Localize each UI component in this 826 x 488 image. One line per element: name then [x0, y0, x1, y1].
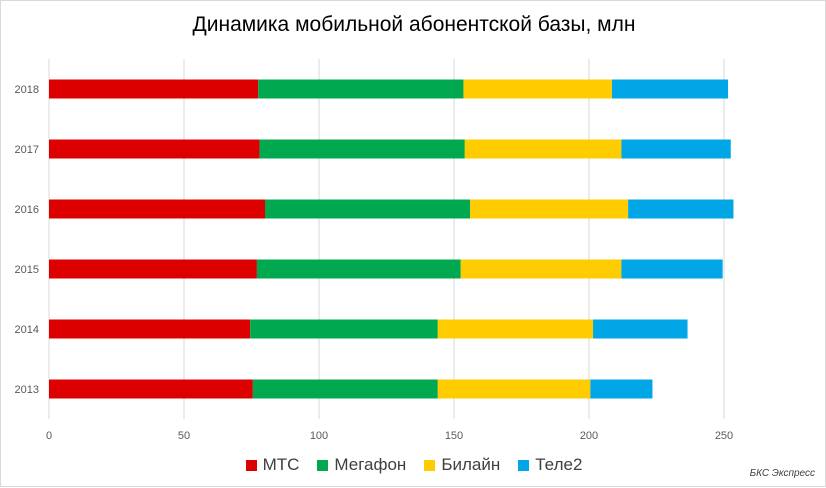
bar-segment [463, 79, 612, 99]
bar-segment [470, 199, 629, 219]
bar-segment [611, 79, 729, 99]
bar-segment [49, 139, 260, 159]
chart-title: Динамика мобильной абонентской базы, млн [192, 13, 636, 36]
bar-segment [590, 379, 653, 399]
bar-segment [49, 199, 265, 219]
legend-swatch [245, 459, 257, 471]
bar-segment [250, 319, 438, 339]
x-tick-label: 0 [46, 430, 52, 442]
bar-segment [437, 319, 594, 339]
bar-segment [49, 259, 257, 279]
legend-label: Мегафон [334, 455, 407, 474]
bar-segment [49, 379, 253, 399]
x-tick-label: 250 [715, 430, 733, 442]
x-tick-label: 50 [178, 430, 190, 442]
bar-segment [259, 139, 465, 159]
chart-legend: МТС Мегафон Билайн Теле2 [1, 455, 826, 475]
legend-label: Теле2 [535, 455, 583, 474]
bar-segment [265, 199, 471, 219]
bar-segment [621, 139, 731, 159]
legend-item: МТС [245, 455, 300, 475]
x-tick-label: 100 [310, 430, 328, 442]
y-tick-label: 2018 [15, 84, 39, 96]
legend-swatch [518, 459, 530, 471]
bar-segment [621, 259, 723, 279]
x-tick-label: 200 [580, 430, 598, 442]
y-tick-label: 2014 [15, 324, 39, 336]
legend-item: Теле2 [518, 455, 582, 475]
bar-segment [258, 79, 464, 99]
y-tick-label: 2017 [15, 144, 39, 156]
legend-item: Билайн [424, 455, 500, 475]
legend-label: Билайн [441, 455, 501, 474]
bar-segment [628, 199, 734, 219]
bar-segment [593, 319, 688, 339]
bar-segment [49, 79, 259, 99]
bar-segment [437, 379, 591, 399]
source-note: БКС Экспресс [749, 468, 815, 479]
legend-swatch [317, 459, 329, 471]
legend-label: МТС [262, 455, 300, 474]
bar-segment [256, 259, 461, 279]
legend-item: Мегафон [317, 455, 406, 475]
bar-segment [49, 319, 251, 339]
bar-segment [460, 259, 622, 279]
x-tick-label: 150 [445, 430, 463, 442]
bar-segment [252, 379, 438, 399]
bar-segment [464, 139, 622, 159]
y-tick-label: 2013 [15, 384, 39, 396]
legend-swatch [424, 459, 436, 471]
y-tick-label: 2015 [15, 264, 39, 276]
y-tick-label: 2016 [15, 204, 39, 216]
